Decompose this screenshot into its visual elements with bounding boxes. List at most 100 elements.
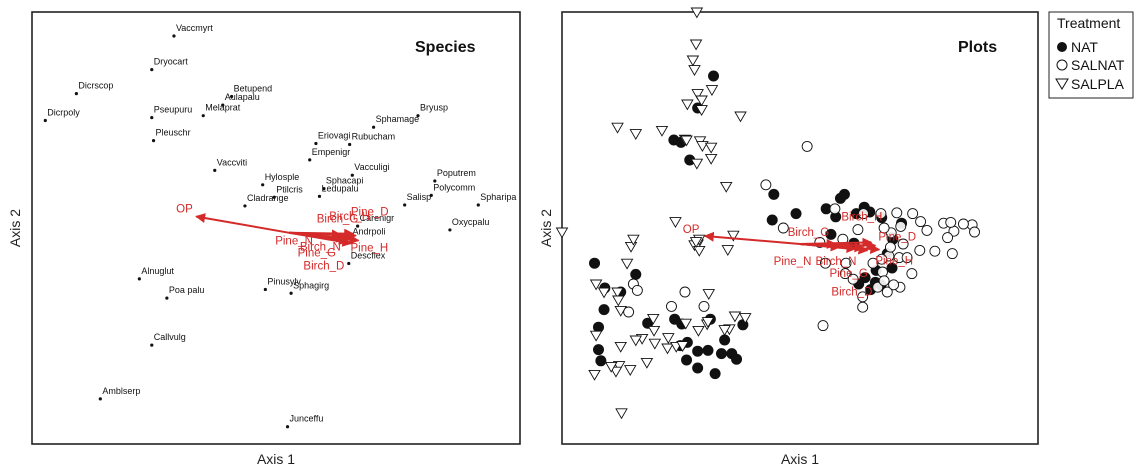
plot-point-salnat-34 [872, 281, 884, 293]
species-point-pinusylv [263, 287, 267, 292]
plot-point-nat-46 [702, 344, 714, 356]
plot-point-salnat-38 [942, 232, 954, 244]
species-point-poputrem [433, 179, 437, 183]
species-point-oxycpalu [448, 228, 452, 232]
plot-point-nat-44 [719, 334, 731, 346]
plot-point-salpla-40 [647, 325, 661, 337]
plot-point-salpla-43 [614, 305, 627, 317]
plot-point-salpla-62 [728, 311, 742, 323]
plot-point-nat-22 [886, 262, 898, 274]
plot-point-salnat-6 [907, 208, 919, 220]
plot-point-salnat-32 [877, 266, 888, 278]
plot-point-salnat-0 [801, 140, 813, 152]
plot-point-salnat-13 [895, 220, 907, 232]
plot-point-salpla-10 [611, 122, 624, 134]
plot-point-salpla-44 [612, 361, 626, 372]
species-point-aulapalu [221, 103, 225, 107]
species-label-polycomm: Polycomm [433, 182, 475, 192]
species-point-ledupalu [317, 194, 322, 198]
plot-point-salnat-43 [867, 257, 879, 269]
species-label-dicrpoly: Dicrpoly [47, 107, 80, 117]
plot-point-salnat-36 [888, 279, 900, 291]
plot-point-salnat-40 [969, 226, 980, 238]
species-points-group: Vaccmyrt Dicrscop Dicrpoly Dryocart Betupend… [43, 23, 516, 429]
plot-vector-label-birch-d: Birch_D [831, 286, 872, 298]
plot-point-salnat-33 [881, 286, 893, 298]
plot-vector-op [703, 231, 801, 245]
species-label-eriovagi: Eriovagi [318, 131, 351, 141]
plot-point-nat-30 [630, 268, 642, 280]
species-label-vacculigi: Vacculigi [354, 162, 389, 172]
plot-point-salnat-48 [698, 300, 710, 312]
species-label-pseupuru: Pseupuru [154, 105, 193, 115]
species-point-hylosple [261, 183, 265, 187]
species-label-salisp: Salisp [407, 192, 432, 202]
plot-point-salnat-11 [915, 216, 927, 228]
plots-y-axis-label: Axis 2 [538, 209, 554, 247]
species-vector-label-birch-n: Birch_N [300, 241, 341, 253]
plot-point-salpla-20 [719, 181, 733, 193]
species-label-cladrange: Cladrange [247, 193, 289, 203]
plot-point-salpla-8 [695, 105, 708, 116]
plot-point-salpla-6 [695, 95, 708, 107]
plot-point-nat-11 [790, 208, 802, 220]
species-label-vaccviti: Vaccviti [217, 157, 247, 167]
plot-vector-label-op: OP [683, 224, 700, 236]
plot-point-salpla-11 [629, 129, 643, 140]
species-vector-label-pine-h: Pine_H [351, 242, 389, 254]
species-point-empenigr [308, 158, 312, 162]
legend-nat-label: NAT [1071, 39, 1098, 55]
species-point-dicrpoly [43, 118, 47, 123]
species-label-andrpoli: Andrpoli [353, 227, 386, 237]
species-point-spharipa [476, 203, 480, 207]
species-point-dryocart [150, 68, 154, 72]
plot-point-salpla-19 [690, 158, 704, 170]
legend-salpla-label: SALPLA [1071, 76, 1125, 92]
species-point-sphacapi [322, 187, 326, 191]
plot-point-salnat-27 [840, 257, 852, 269]
species-label-oxycpalu: Oxycpalu [452, 217, 490, 227]
plot-point-salpla-42 [701, 317, 715, 328]
species-point-poa-palu [165, 296, 169, 300]
species-label-sphagirg: Sphagirg [293, 280, 329, 290]
plots-x-axis-label: Axis 1 [781, 451, 819, 467]
species-point-cladrange [243, 204, 247, 208]
species-x-axis-label: Axis 1 [257, 451, 295, 467]
species-label-ledupalu: Ledupalu [321, 183, 358, 193]
plot-point-salpla-32 [620, 258, 634, 270]
plot-point-salpla-36 [589, 279, 603, 291]
plot-point-salpla-2 [686, 55, 700, 67]
plot-point-salnat-50 [623, 306, 635, 318]
species-label-amblserp: Amblserp [102, 386, 140, 396]
plot-point-salpla-27 [692, 245, 706, 257]
plot-point-nat-13 [830, 211, 842, 223]
plot-point-salnat-25 [901, 252, 913, 264]
plot-point-salnat-4 [875, 208, 887, 220]
species-point-vaccmyrt [172, 34, 176, 38]
plot-point-salpla-59 [614, 341, 627, 353]
plot-point-salnat-16 [852, 224, 864, 236]
species-label-hylosple: Hylosple [265, 172, 300, 182]
species-point-ptilcris [272, 195, 276, 199]
plot-point-salpla-22 [555, 227, 569, 239]
plot-point-nat-52 [681, 354, 693, 366]
plot-point-nat-0 [708, 70, 720, 82]
plot-point-salpla-54 [676, 341, 689, 352]
species-vector-birch-d [289, 231, 353, 247]
plot-point-salnat-20 [897, 238, 909, 250]
species-point-vaccviti [213, 168, 217, 172]
plot-point-salpla-33 [611, 287, 624, 299]
species-label-poputrem: Poputrem [437, 168, 476, 178]
species-label-ptilcris: Ptilcris [276, 184, 303, 194]
plot-point-salnat-37 [906, 268, 918, 280]
plot-point-salpla-58 [662, 333, 675, 344]
species-label-rubucham: Rubucham [352, 131, 396, 141]
species-label-vaccmyrt: Vaccmyrt [176, 23, 213, 33]
plot-point-salnat-22 [929, 245, 941, 257]
plot-point-salnat-26 [819, 257, 831, 269]
plot-point-nat-7 [768, 188, 780, 200]
species-panel-frame [31, 11, 521, 445]
plot-point-salpla-12 [655, 125, 669, 137]
plot-point-salnat-44 [884, 241, 896, 253]
species-point-descflex [347, 261, 351, 266]
